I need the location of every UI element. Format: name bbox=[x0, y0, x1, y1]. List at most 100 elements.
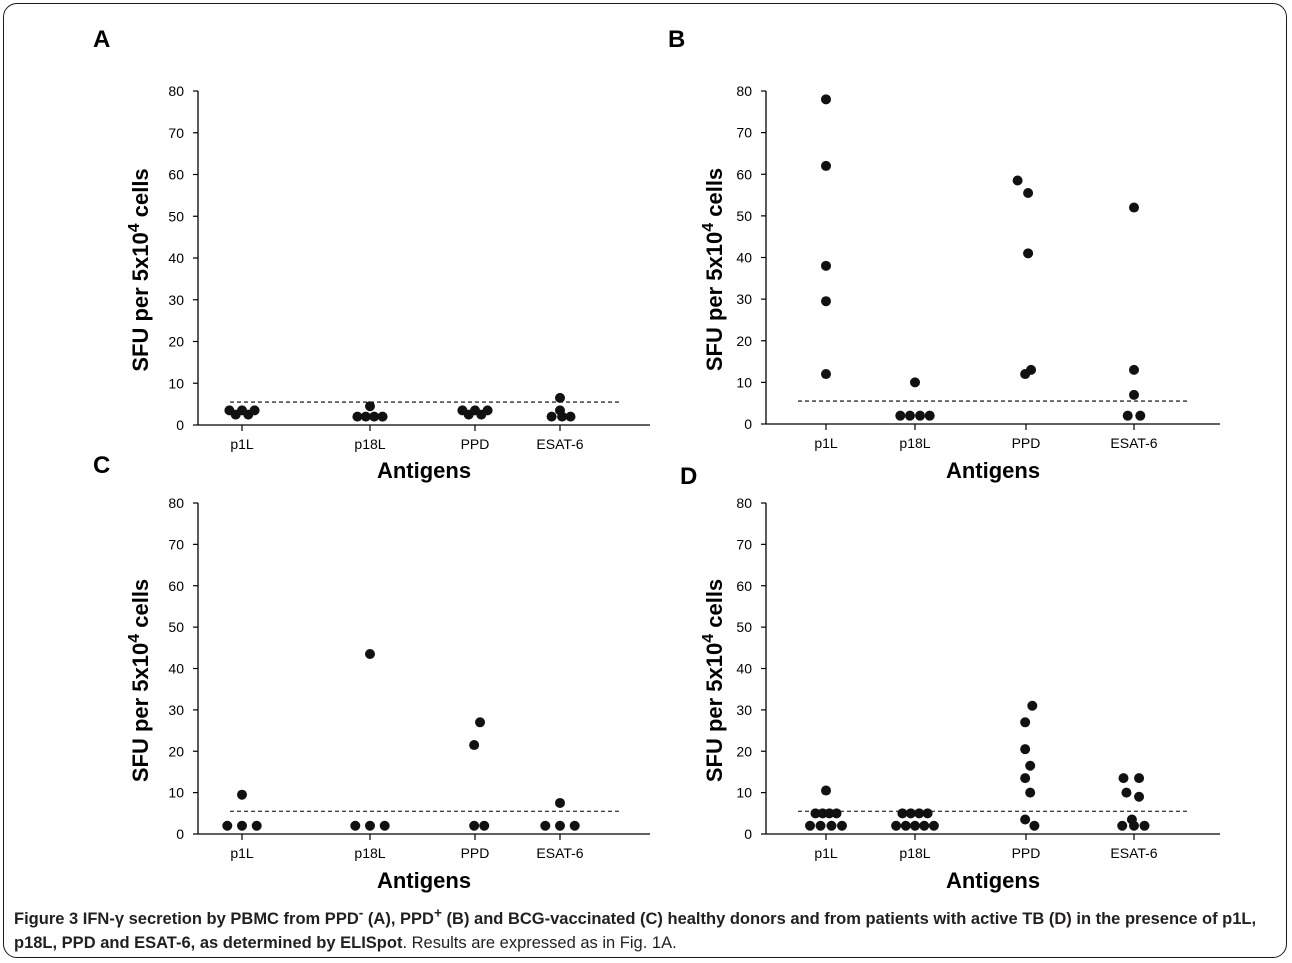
data-point bbox=[905, 808, 916, 819]
data-point bbox=[1117, 820, 1128, 831]
y-axis-label: SFU per 5x104 cells bbox=[126, 168, 153, 371]
data-point bbox=[365, 401, 375, 412]
data-point bbox=[365, 649, 375, 660]
y-tick-label: 70 bbox=[168, 125, 184, 141]
data-point bbox=[1135, 410, 1146, 421]
y-tick-label: 60 bbox=[168, 167, 184, 183]
y-axis-label-tail: cells bbox=[702, 579, 727, 634]
data-point bbox=[379, 820, 390, 831]
y-tick-label: 0 bbox=[744, 826, 752, 842]
data-point bbox=[1020, 814, 1031, 825]
x-category-label: p18L bbox=[354, 436, 385, 452]
y-tick-label: 10 bbox=[168, 785, 184, 801]
caption-normal: . Results are expressed as in Fig. 1A. bbox=[402, 933, 677, 952]
y-tick-label: 20 bbox=[168, 334, 184, 350]
data-point bbox=[1129, 389, 1139, 400]
data-point bbox=[914, 808, 925, 819]
panel-letter: C bbox=[93, 452, 110, 479]
data-point bbox=[1122, 410, 1133, 421]
data-point bbox=[821, 260, 831, 271]
data-point bbox=[1139, 820, 1150, 831]
data-point bbox=[1118, 773, 1129, 784]
data-point bbox=[475, 717, 486, 728]
x-category-label: p18L bbox=[899, 435, 930, 451]
data-point bbox=[1025, 760, 1036, 771]
panel-letter: D bbox=[680, 463, 697, 490]
data-point bbox=[915, 410, 926, 421]
y-tick-label: 30 bbox=[168, 292, 184, 308]
y-tick-label: 10 bbox=[736, 374, 752, 390]
x-category-label: p1L bbox=[230, 436, 254, 452]
x-category-label: ESAT-6 bbox=[1110, 845, 1157, 861]
y-tick-label: 40 bbox=[736, 661, 752, 677]
data-point bbox=[555, 820, 565, 831]
data-point bbox=[805, 820, 816, 831]
data-point bbox=[910, 377, 920, 388]
data-point bbox=[836, 820, 847, 831]
y-tick-label: 20 bbox=[736, 743, 752, 759]
y-axis-label-main: SFU per 5x10 bbox=[702, 643, 727, 782]
data-point bbox=[824, 808, 835, 819]
data-point bbox=[821, 94, 831, 105]
x-category-label: PPD bbox=[461, 436, 490, 452]
y-axis-label-exponent: 4 bbox=[700, 223, 717, 232]
caption-bold-1: IFN-γ secretion by PBMC from PPD bbox=[78, 909, 359, 928]
data-point bbox=[815, 820, 826, 831]
y-tick-label: 70 bbox=[168, 536, 184, 552]
y-axis-label-exponent: 4 bbox=[700, 634, 717, 643]
y-axis-label-main: SFU per 5x10 bbox=[128, 643, 153, 782]
y-tick-label: 0 bbox=[176, 826, 184, 842]
caption-sup-minus: - bbox=[358, 905, 364, 920]
data-point bbox=[1134, 773, 1145, 784]
data-point bbox=[810, 808, 821, 819]
x-category-label: PPD bbox=[1012, 845, 1041, 861]
data-point bbox=[1026, 364, 1037, 375]
y-tick-label: 40 bbox=[168, 661, 184, 677]
data-point bbox=[1023, 248, 1034, 259]
data-point bbox=[1020, 773, 1031, 784]
data-point bbox=[1129, 364, 1139, 375]
data-point bbox=[569, 820, 580, 831]
y-tick-label: 20 bbox=[736, 333, 752, 349]
caption-bold-2: (A), PPD bbox=[363, 909, 434, 928]
data-point bbox=[365, 820, 375, 831]
y-tick-label: 0 bbox=[176, 417, 184, 433]
y-tick-label: 40 bbox=[736, 250, 752, 266]
figure-frame bbox=[3, 3, 1287, 958]
data-point bbox=[831, 808, 842, 819]
y-tick-label: 60 bbox=[168, 578, 184, 594]
y-axis-label: SFU per 5x104 cells bbox=[700, 579, 727, 782]
data-point bbox=[557, 411, 568, 422]
data-point bbox=[565, 411, 576, 422]
data-point bbox=[249, 405, 260, 416]
x-category-label: p1L bbox=[814, 435, 838, 451]
y-tick-label: 80 bbox=[736, 495, 752, 511]
data-point bbox=[237, 789, 247, 800]
data-point bbox=[251, 820, 262, 831]
y-tick-label: 30 bbox=[736, 702, 752, 718]
y-tick-label: 80 bbox=[168, 495, 184, 511]
data-point bbox=[377, 411, 388, 422]
data-point bbox=[369, 411, 380, 422]
data-point bbox=[1134, 791, 1145, 802]
data-point bbox=[469, 740, 480, 751]
data-point bbox=[1020, 717, 1031, 728]
y-tick-label: 60 bbox=[736, 166, 752, 182]
panel-a: A 0 10 20 30 40 50 60 70 80 p1L p18L PPD ESAT-6 Antige… bbox=[93, 26, 650, 483]
y-axis-label-main: SFU per 5x10 bbox=[128, 232, 153, 371]
data-point bbox=[555, 797, 565, 808]
data-point bbox=[1012, 175, 1023, 186]
data-point bbox=[821, 785, 831, 796]
x-category-label: p1L bbox=[230, 845, 254, 861]
y-tick-label: 60 bbox=[736, 578, 752, 594]
data-point bbox=[1129, 820, 1139, 831]
data-point bbox=[479, 820, 490, 831]
caption-sup-plus: + bbox=[433, 905, 442, 920]
data-point bbox=[821, 369, 831, 380]
data-point bbox=[922, 808, 933, 819]
data-point bbox=[1020, 744, 1031, 755]
data-point bbox=[237, 820, 247, 831]
x-category-label: ESAT-6 bbox=[536, 845, 583, 861]
data-point bbox=[546, 411, 557, 422]
